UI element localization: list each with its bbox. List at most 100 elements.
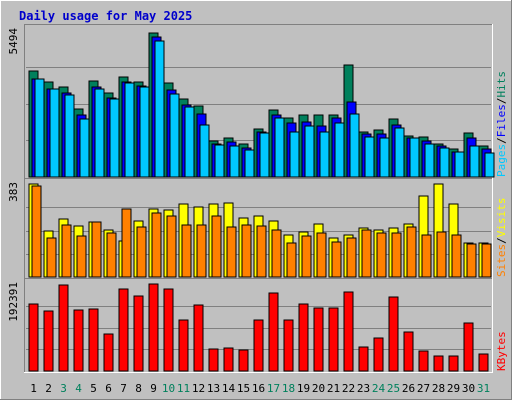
legend-separator: / <box>495 98 508 105</box>
bar-sites-day-21 <box>331 241 342 278</box>
bar-pages-day-10 <box>169 93 180 178</box>
bar-sites-day-31 <box>481 243 492 278</box>
day-label: 11 <box>177 382 190 395</box>
bar-pages-day-11 <box>184 106 195 178</box>
bar-sites-day-3 <box>61 224 72 278</box>
bar-pages-day-13 <box>214 144 225 178</box>
bar-sites-day-14 <box>226 226 237 278</box>
bar-sites-day-6 <box>106 232 117 278</box>
bar-pages-day-25 <box>394 127 405 178</box>
bar-pages-day-8 <box>139 86 150 178</box>
bar-sites-day-23 <box>361 229 372 278</box>
day-label: 27 <box>417 382 430 395</box>
bar-pages-day-23 <box>364 136 375 178</box>
bar-sites-day-17 <box>271 229 282 278</box>
max-label-kbytes: 192391 <box>7 282 20 322</box>
bar-pages-day-1 <box>34 78 45 178</box>
bar-pages-day-5 <box>94 88 105 178</box>
bar-kbytes-day-30 <box>463 322 474 372</box>
panel-visits-sites: 383 Sites/Visits <box>7 178 508 279</box>
bar-kbytes-day-11 <box>178 319 189 372</box>
bar-pages-day-27 <box>424 143 435 178</box>
bar-kbytes-day-24 <box>373 337 384 372</box>
bar-kbytes-day-4 <box>73 309 84 372</box>
legend-visits-sites: Sites/Visits <box>495 198 508 278</box>
day-label: 25 <box>387 382 400 395</box>
bar-pages-day-24 <box>379 137 390 178</box>
day-label: 30 <box>462 382 475 395</box>
day-label: 7 <box>120 382 127 395</box>
bar-sites-day-27 <box>421 234 432 278</box>
bar-pages-day-3 <box>64 94 75 178</box>
bar-kbytes-day-23 <box>358 346 369 372</box>
bar-pages-day-31 <box>484 152 495 178</box>
bar-sites-day-9 <box>151 212 162 278</box>
day-label: 22 <box>342 382 355 395</box>
bar-kbytes-day-25 <box>388 296 399 372</box>
bar-pages-day-22 <box>349 113 360 178</box>
bar-sites-day-26 <box>406 226 417 278</box>
bar-sites-day-28 <box>436 231 447 278</box>
chart-panels: 5494Pages/Files/Hits383Sites/Visits19239… <box>7 24 508 373</box>
legend-item-files: Files <box>495 104 508 137</box>
bar-sites-day-12 <box>196 224 207 278</box>
panel-kbytes: 192391 KBytes <box>7 278 508 373</box>
bar-kbytes-day-27 <box>418 350 429 372</box>
bar-sites-day-22 <box>346 237 357 278</box>
bar-sites-day-13 <box>211 215 222 278</box>
bar-kbytes-day-28 <box>433 355 444 372</box>
bar-pages-day-18 <box>289 131 300 178</box>
bar-sites-day-11 <box>181 224 192 278</box>
day-label: 12 <box>192 382 205 395</box>
bar-kbytes-day-1 <box>28 303 39 372</box>
bar-kbytes-day-18 <box>283 319 294 372</box>
bar-kbytes-day-13 <box>208 348 219 372</box>
bar-kbytes-day-14 <box>223 347 234 372</box>
bar-kbytes-day-6 <box>103 333 114 372</box>
bar-kbytes-day-26 <box>403 331 414 372</box>
max-label-hits-files-pages: 5494 <box>7 28 20 55</box>
bar-kbytes-day-31 <box>478 353 489 372</box>
bar-pages-day-12 <box>199 124 210 178</box>
bar-sites-day-20 <box>316 232 327 278</box>
day-label: 2 <box>45 382 52 395</box>
bar-kbytes-day-19 <box>298 303 309 372</box>
bar-pages-day-15 <box>244 149 255 178</box>
bar-kbytes-day-12 <box>193 304 204 372</box>
bar-pages-day-16 <box>259 132 270 178</box>
day-label: 19 <box>297 382 310 395</box>
bar-pages-day-21 <box>334 122 345 178</box>
bar-pages-day-26 <box>409 137 420 178</box>
day-label: 13 <box>207 382 220 395</box>
day-label: 6 <box>105 382 112 395</box>
bar-pages-day-7 <box>124 82 135 178</box>
legend-separator: / <box>495 237 508 244</box>
legend-separator: / <box>495 137 508 144</box>
bar-kbytes-day-15 <box>238 349 249 372</box>
bar-kbytes-day-10 <box>163 288 174 372</box>
bar-sites-day-24 <box>376 232 387 278</box>
legend-item-sites: Sites <box>495 244 508 277</box>
day-label: 3 <box>60 382 67 395</box>
bar-sites-day-1 <box>31 185 42 278</box>
day-label: 16 <box>252 382 265 395</box>
bar-pages-day-9 <box>154 40 165 178</box>
day-label: 4 <box>75 382 82 395</box>
bar-kbytes-day-3 <box>58 284 69 372</box>
day-label: 10 <box>162 382 175 395</box>
bar-kbytes-day-8 <box>133 295 144 372</box>
bar-sites-day-16 <box>256 225 267 278</box>
bar-kbytes-day-2 <box>43 310 54 372</box>
bar-pages-day-29 <box>454 151 465 178</box>
day-label: 18 <box>282 382 295 395</box>
bar-pages-day-4 <box>79 118 90 178</box>
day-label: 21 <box>327 382 340 395</box>
bar-sites-day-4 <box>76 235 87 278</box>
bar-kbytes-day-9 <box>148 283 159 372</box>
bar-sites-day-30 <box>466 243 477 278</box>
day-label: 15 <box>237 382 250 395</box>
legend-item-pages: Pages <box>495 144 508 177</box>
bar-pages-day-17 <box>274 117 285 178</box>
bar-pages-day-19 <box>304 125 315 178</box>
